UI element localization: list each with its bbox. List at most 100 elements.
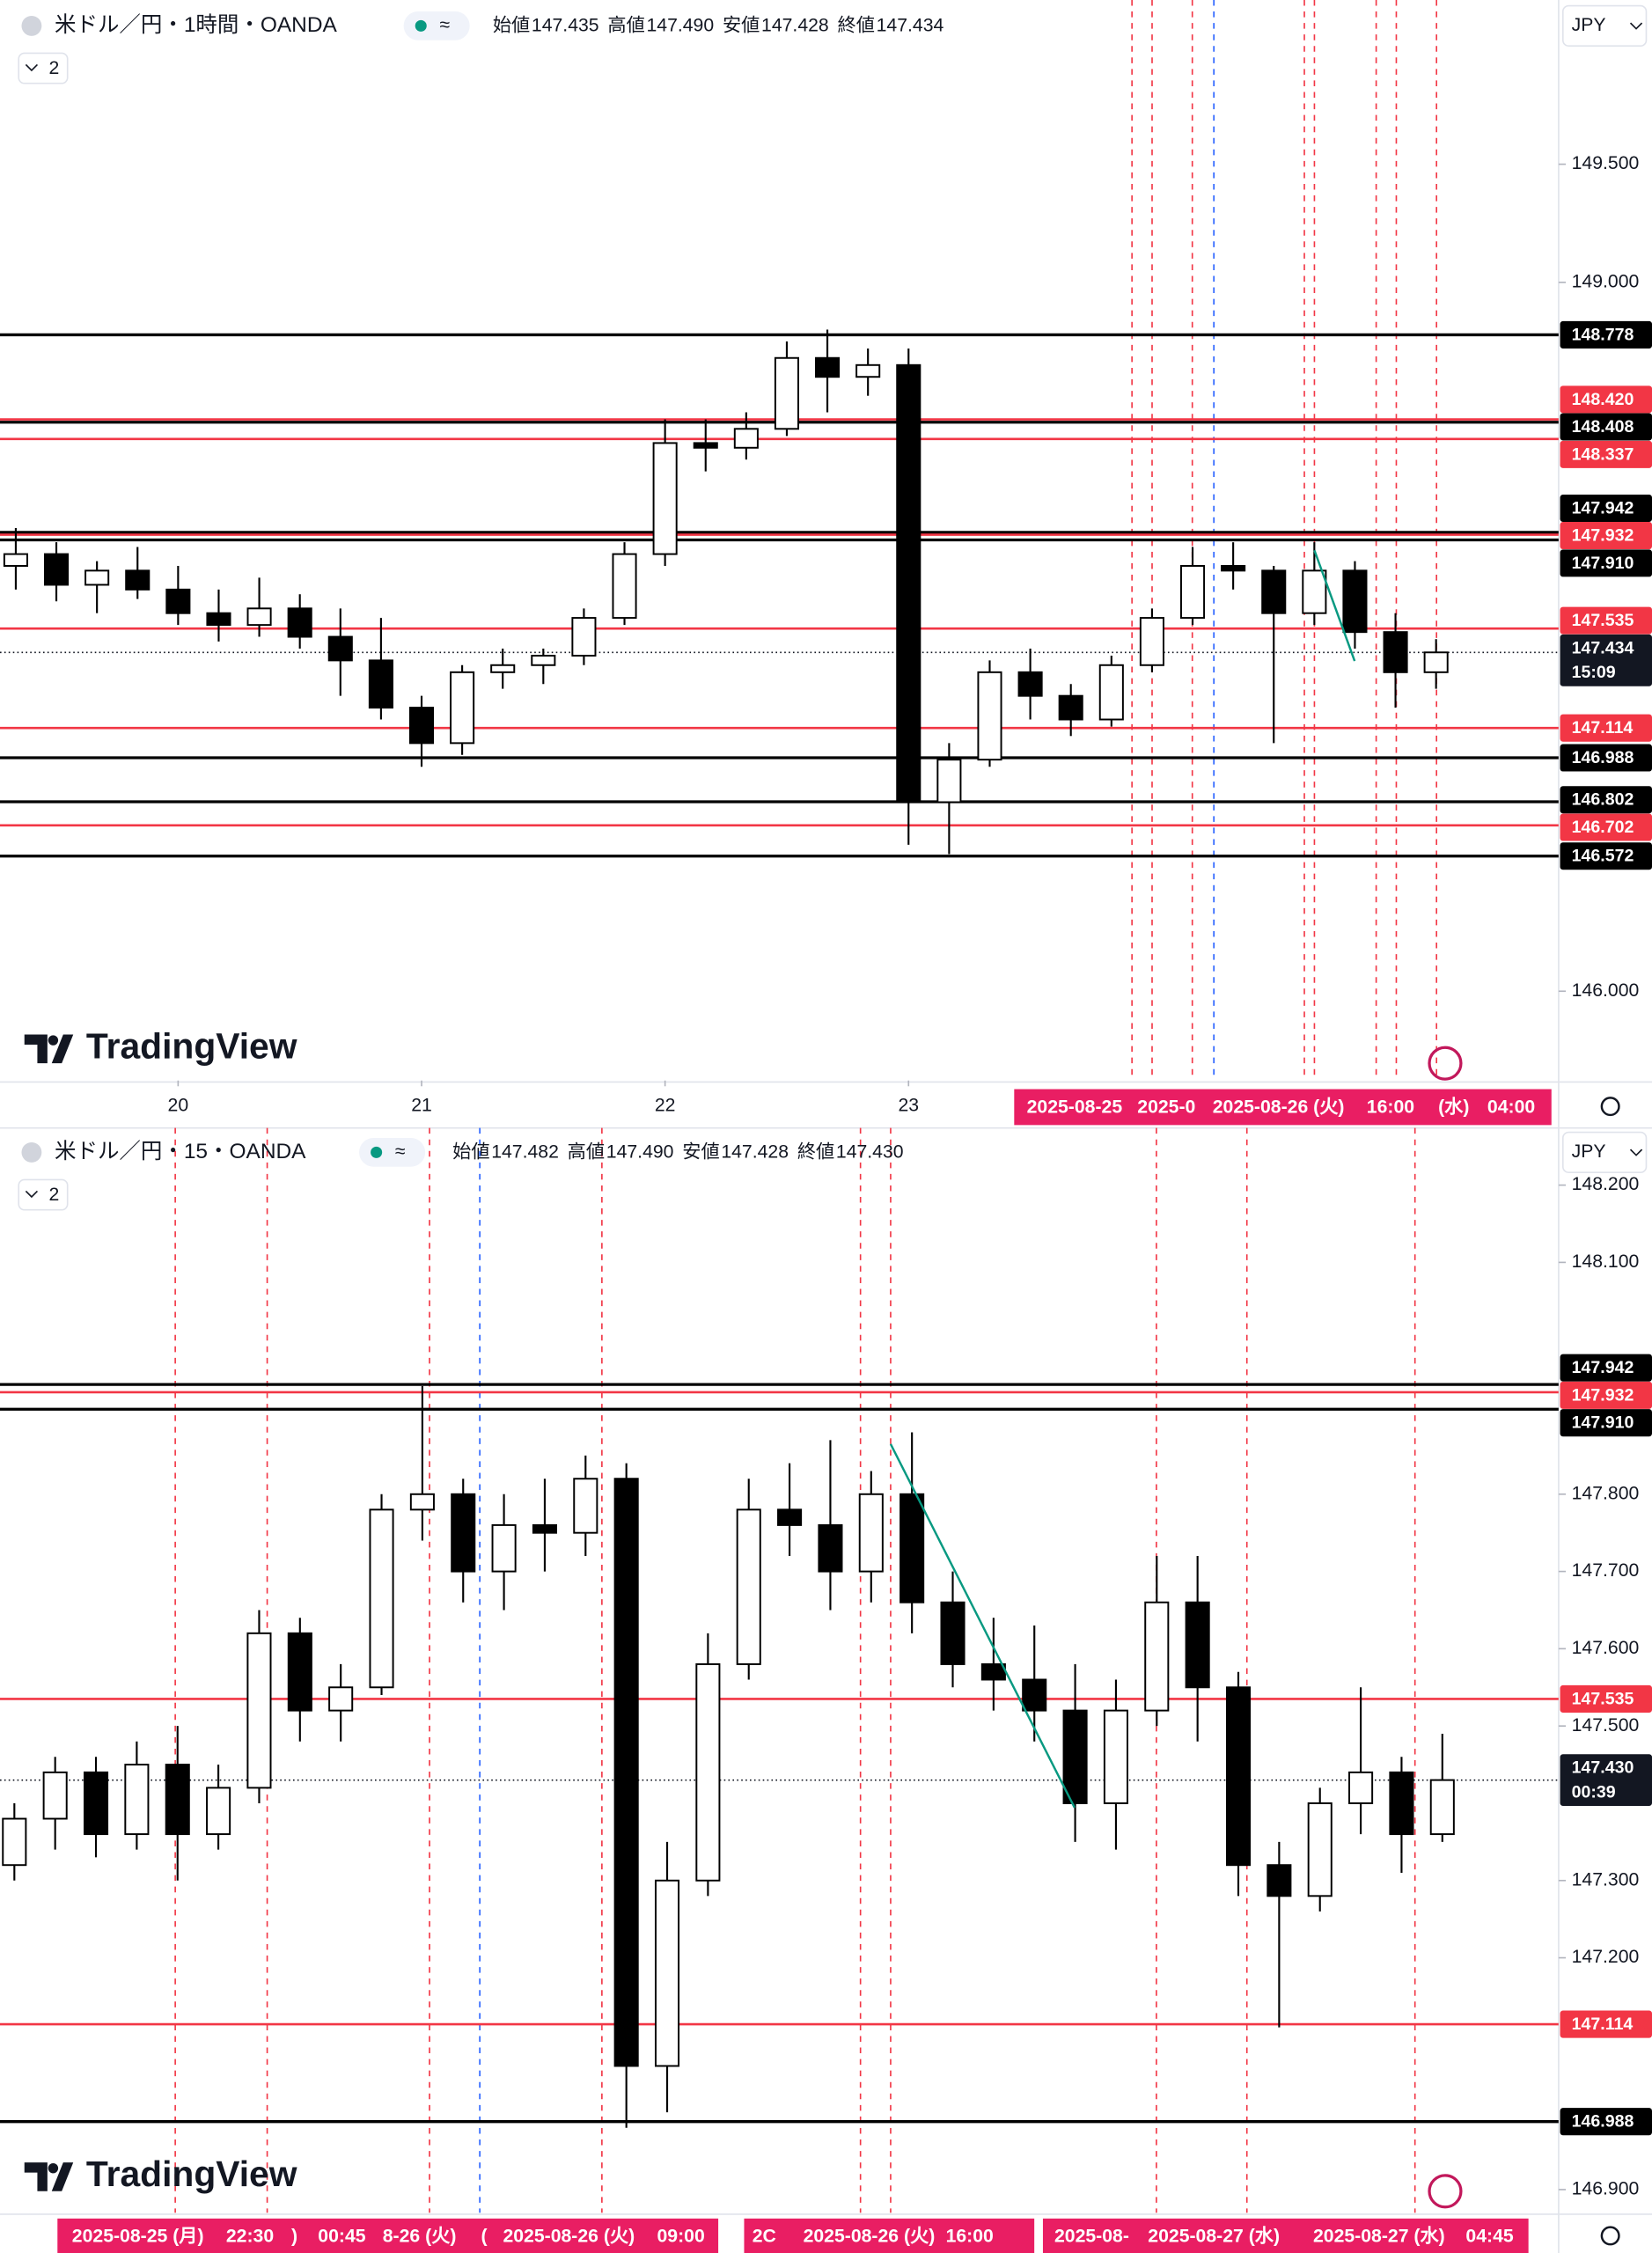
candle-body (1302, 569, 1327, 614)
y-tick-label: 149.000 (1572, 271, 1640, 291)
time-label: 2025-08-26 (火) (503, 2227, 635, 2247)
y-tick-label: 147.200 (1572, 1947, 1640, 1967)
currency-button[interactable] (1561, 1131, 1648, 1174)
level-label: 148.408 (1572, 417, 1634, 437)
candle-body (571, 617, 597, 657)
candle-body (287, 607, 312, 638)
candle-body (1062, 1709, 1088, 1804)
trend-line (1313, 549, 1356, 662)
ohlc-label: 高値 (607, 14, 644, 35)
current-price-label: 147.430 (1572, 1758, 1634, 1778)
candle-body (287, 1632, 312, 1712)
level-label-bg (1560, 606, 1652, 635)
ohlc-legend: 始値 147.435 高値 147.490 安値 147.428 終値 147.434 (493, 14, 944, 35)
level-label-bg (1560, 1684, 1652, 1713)
ohlc-value: 147.428 (721, 1141, 789, 1162)
level-label-bg (1560, 1354, 1652, 1382)
ohlc-value: 147.434 (877, 15, 944, 35)
level-label: 147.910 (1572, 554, 1634, 573)
level-label-bg (1560, 413, 1652, 441)
candle-body (936, 759, 962, 804)
indicator-chevron (25, 63, 39, 72)
level-label: 147.942 (1572, 498, 1634, 517)
ohlc-label: 安値 (723, 14, 760, 35)
settings-icon[interactable] (1600, 1097, 1620, 1117)
candle-body (1179, 565, 1206, 620)
candle-body (980, 1662, 1006, 1681)
time-label: 8-26 (火) (383, 2227, 457, 2247)
trend-line (889, 1443, 1076, 1809)
y-tick-label: 147.300 (1572, 1869, 1640, 1890)
candle-body (450, 671, 475, 745)
candle-body (855, 363, 881, 378)
candle-body (83, 1771, 109, 1836)
candle-body (858, 1493, 884, 1573)
candle-body (612, 553, 637, 620)
candle-body (1429, 1779, 1455, 1836)
bolt-icon (1428, 2174, 1463, 2209)
candle-body (1267, 1864, 1292, 1897)
candle-body (1098, 664, 1124, 721)
level-label-bg (1560, 522, 1652, 550)
candle-body (3, 553, 28, 567)
candle-body (408, 707, 435, 745)
candle-body (1348, 1771, 1374, 1804)
current-price-bg (1560, 1754, 1652, 1807)
status-pill (403, 11, 470, 40)
y-tick-label: 148.200 (1572, 1174, 1640, 1194)
candle-body (531, 655, 556, 666)
watermark: TradingView (86, 2154, 297, 2194)
time-label: 2025-08-26 (火) (804, 2227, 936, 2247)
level-label: 147.932 (1572, 1385, 1634, 1405)
level-label-bg (1560, 744, 1652, 772)
time-label: 2025-08-26 (火) (1213, 1097, 1345, 1117)
time-label: (水) (1438, 1096, 1469, 1117)
currency-button[interactable] (1561, 4, 1648, 48)
ohlc-value: 147.490 (606, 1141, 674, 1162)
candle-body (1342, 569, 1368, 634)
candle-body (613, 1478, 639, 2067)
candle-body (1103, 1709, 1128, 1804)
candle-body (733, 428, 759, 449)
time-label: 2025-08-27 (水) (1148, 2226, 1280, 2247)
pane (0, 329, 1559, 858)
time-label: 2025-0 (1137, 1097, 1195, 1117)
candle-body (409, 1493, 435, 1511)
current-price-label: 147.434 (1572, 638, 1634, 657)
status-dot (415, 19, 427, 32)
candle-body (1423, 651, 1449, 673)
x-tick-label: 21 (411, 1096, 432, 1116)
candle-body (328, 1686, 354, 1712)
candle-body (1307, 1802, 1333, 1897)
ohlc-label: 始値 (452, 1141, 489, 1162)
level-label: 146.802 (1572, 790, 1634, 810)
settings-icon[interactable] (1600, 2226, 1620, 2246)
time-label: 2025-08- (1054, 2227, 1129, 2247)
level-label: 147.114 (1572, 2014, 1634, 2034)
ohlc-value: 147.490 (646, 15, 714, 35)
indicator-toggle[interactable] (18, 1178, 69, 1211)
time-label-bg (1014, 1089, 1552, 1126)
candle-body (2, 1817, 27, 1867)
countdown-label: 00:39 (1572, 1782, 1616, 1802)
level-label: 147.535 (1572, 611, 1634, 630)
indicator-toggle[interactable] (18, 52, 69, 84)
candle-body (1139, 617, 1164, 666)
candle-body (1261, 569, 1287, 614)
candle-body (940, 1601, 966, 1665)
symbol-title[interactable]: 米ドル／円・15・OANDA (55, 1139, 306, 1163)
candle-body (451, 1493, 476, 1573)
time-label: 16:00 (1367, 1097, 1414, 1117)
level-label-bg (1560, 2010, 1652, 2038)
time-label: 04:00 (1487, 1097, 1535, 1117)
symbol-title[interactable]: 米ドル／円・1時間・OANDA (55, 12, 337, 37)
candle-body (1022, 1678, 1047, 1712)
watermark-logo (24, 1034, 74, 1064)
ohlc-label: 終値 (838, 14, 875, 35)
y-tick-label: 148.100 (1572, 1251, 1640, 1272)
candle-body (654, 1879, 680, 2067)
currency-chevron (1629, 22, 1643, 30)
candle-body (1221, 565, 1246, 572)
y-tick-label: 149.500 (1572, 153, 1640, 173)
